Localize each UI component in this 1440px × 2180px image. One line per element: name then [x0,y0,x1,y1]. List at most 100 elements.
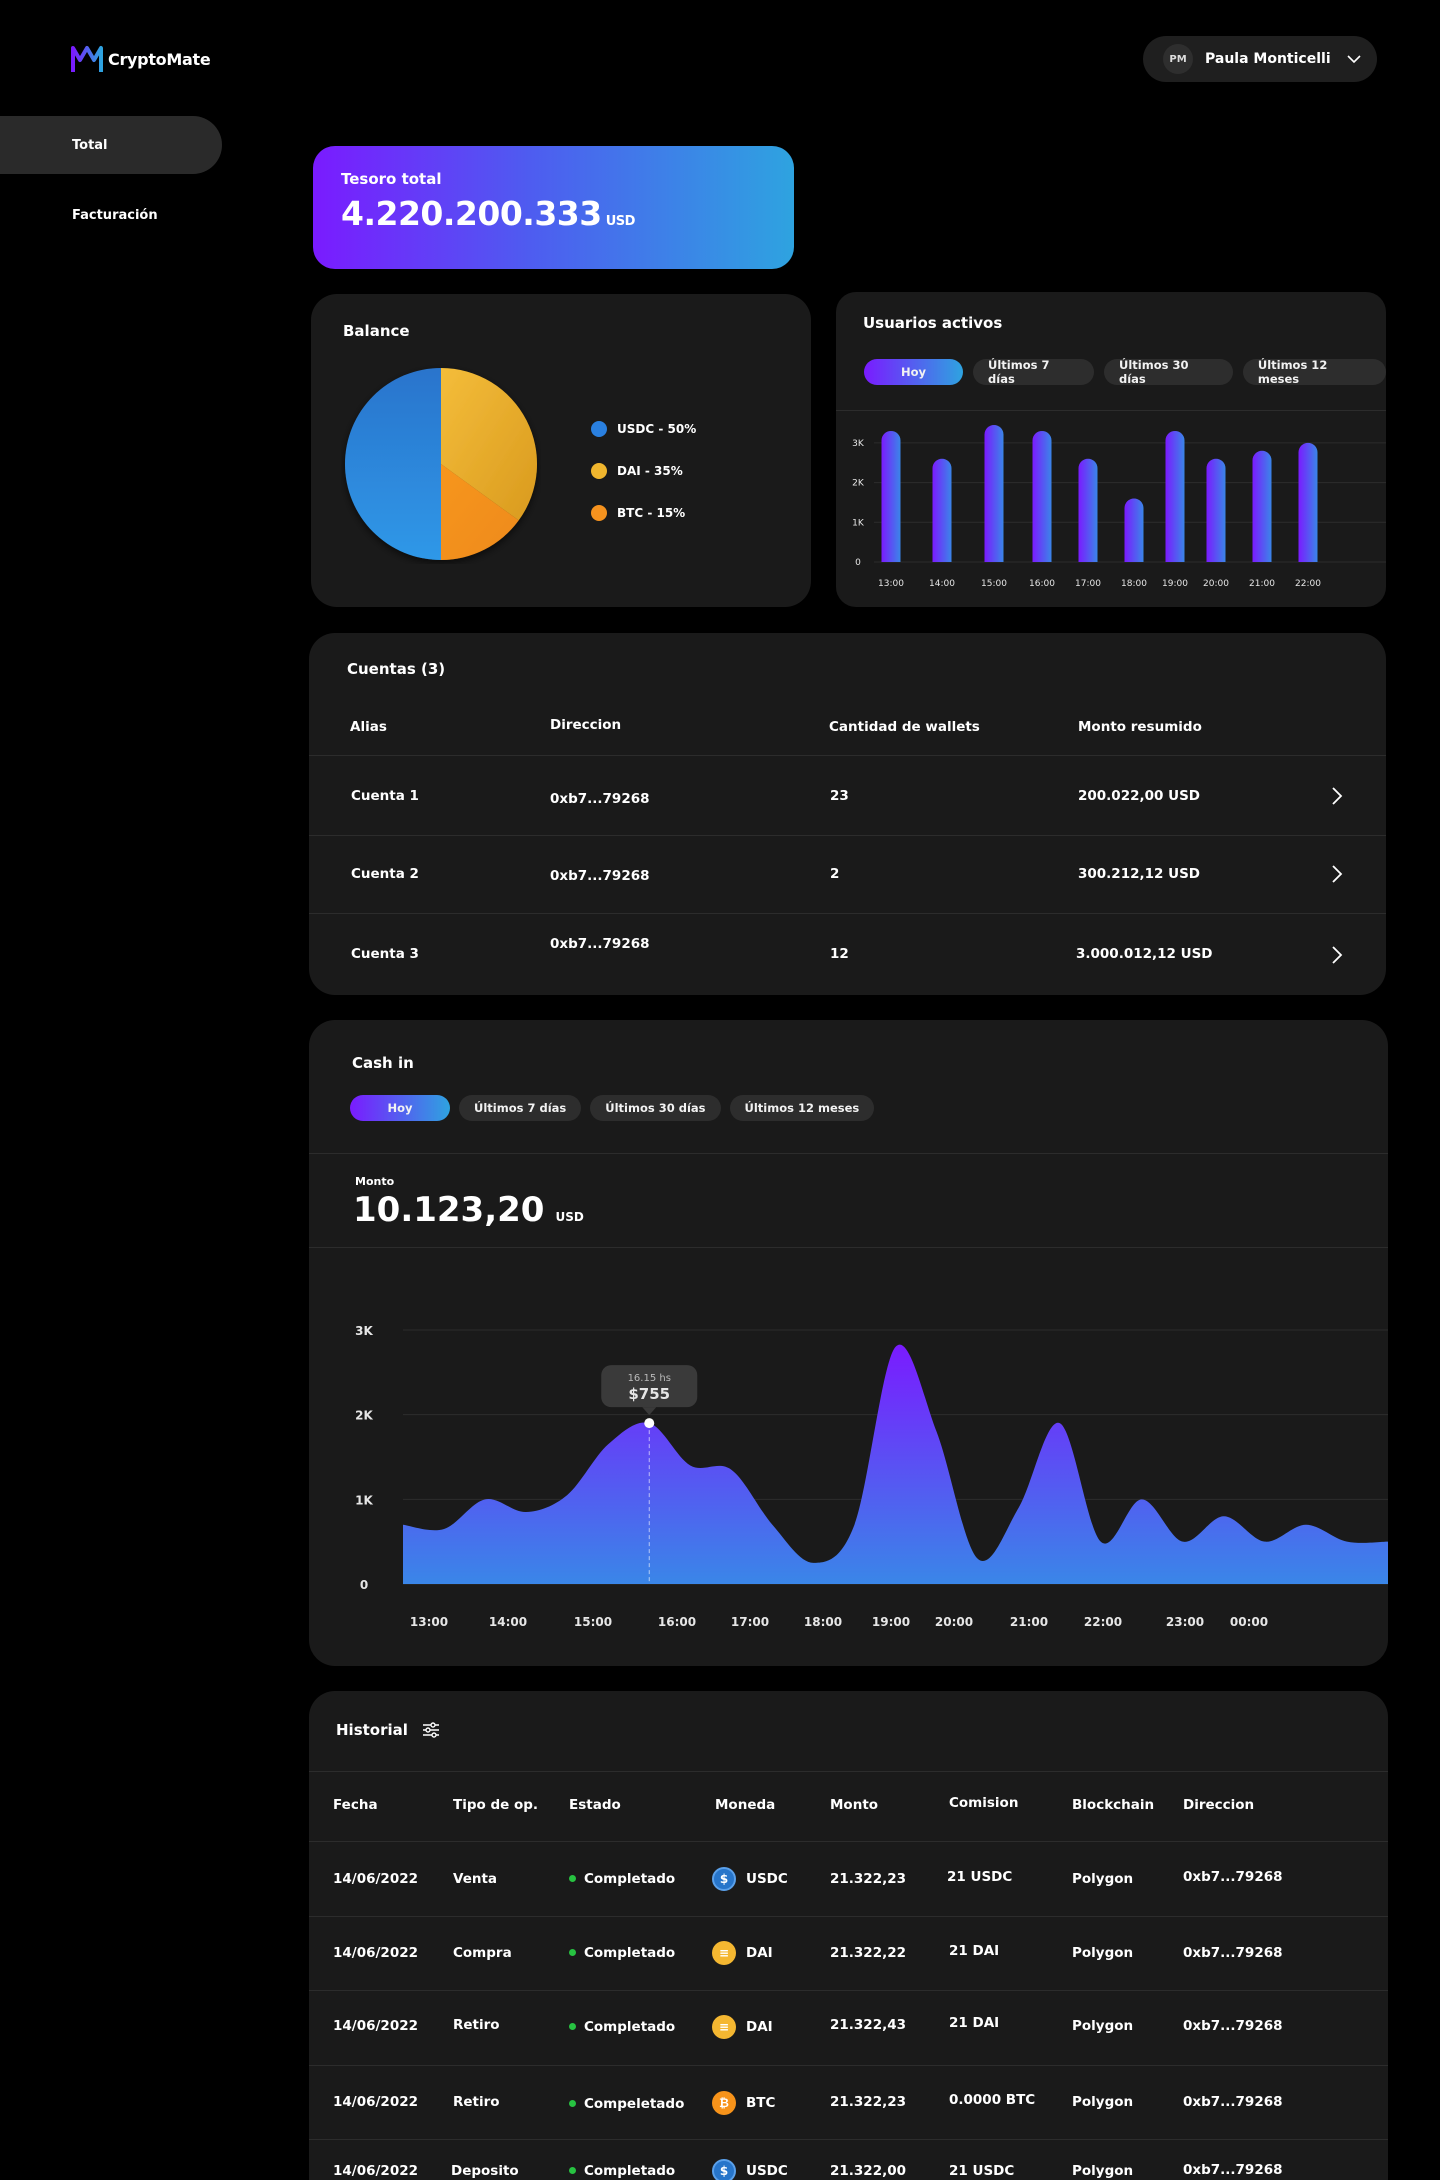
bar-19:00[interactable] [1165,430,1185,562]
dai-icon: ≡ [712,1941,736,1965]
history-coin: $ USDC [712,1867,788,1891]
tooltip-point[interactable] [644,1418,655,1429]
history-date: 14/06/2022 [333,2094,419,2110]
history-fee: 21 DAI [949,2015,1000,2031]
bar-21:00[interactable] [1252,450,1272,562]
bar-20:00[interactable] [1206,458,1226,562]
sidebar-item-total[interactable]: Total [0,116,222,174]
tab-30-dias[interactable]: Últimos 30 días [590,1095,721,1121]
coin-label: DAI [746,2019,773,2035]
active-users-card: Usuarios activos Hoy Últimos 7 días Últi… [836,292,1386,607]
x-tick-label: 20:00 [935,1615,973,1629]
table-row[interactable]: Cuenta 3 0xb7...79268 12 3.000.012,12 US… [309,913,1386,995]
account-alias: Cuenta 1 [351,788,419,804]
cashin-unit: USD [555,1210,584,1224]
table-row[interactable]: Cuenta 1 0xb7...79268 23 200.022,00 USD [309,755,1386,835]
chevron-down-icon [1347,55,1361,64]
tab-12-meses[interactable]: Últimos 12 meses [1242,358,1386,386]
tab-hoy[interactable]: Hoy [864,359,964,385]
filter-icon[interactable] [422,1722,440,1738]
y-tick-label: 1K [355,1493,373,1507]
cashin-tabs: Hoy Últimos 7 días Últimos 30 días Últim… [350,1095,875,1121]
x-tick-label: 19:00 [1162,579,1188,589]
legend-label: BTC - 15% [617,506,686,520]
table-row[interactable]: 14/06/2022 Retiro Completado ≡ DAI 21.322… [309,1990,1388,2065]
x-tick-label: 18:00 [1121,579,1147,589]
status-dot [569,2099,576,2107]
bar-13:00[interactable] [881,430,901,562]
table-row[interactable]: 14/06/2022 Compra Completado ≡ DAI 21.322… [309,1916,1388,1990]
accounts-header-alias: Alias [350,719,387,735]
x-tick-label: 21:00 [1249,579,1275,589]
history-address: 0xb7...79268 [1183,2018,1283,2034]
history-chain: Polygon [1072,2163,1134,2179]
user-menu[interactable]: PM Paula Monticelli [1143,36,1377,82]
table-row[interactable]: 14/06/2022 Venta Completado $ USDC 21.322… [309,1841,1388,1916]
pie-slice-dai [441,368,537,521]
y-tick-label: 1K [852,518,865,528]
x-tick-label: 19:00 [872,1615,910,1629]
status-label: Completado [584,1871,676,1887]
history-fee: 21 USDC [949,2163,1015,2179]
table-row[interactable]: 14/06/2022 Retiro Compeletado ₿ BTC 21.32… [309,2065,1388,2139]
coin-label: DAI [746,1945,773,1961]
tab-12-meses[interactable]: Últimos 12 meses [729,1095,875,1121]
history-header-direccion: Direccion [1183,1797,1255,1813]
table-row[interactable]: 14/06/2022 Deposito Completado $ USDC 21.… [309,2139,1388,2180]
bar-18:00[interactable] [1124,498,1144,562]
usdc-icon: $ [712,2159,736,2180]
bar-14:00[interactable] [932,458,952,562]
legend-item-dai: DAI - 35% [591,450,696,492]
cashin-title: Cash in [352,1054,414,1072]
history-status: Completado [569,1945,675,1961]
cashin-card: Cash in Hoy Últimos 7 días Últimos 30 dí… [309,1020,1388,1666]
chevron-right-icon[interactable] [1331,945,1343,965]
history-chain: Polygon [1072,1871,1134,1887]
tab-hoy[interactable]: Hoy [350,1095,450,1121]
balance-legend: USDC - 50% DAI - 35% BTC - 15% [591,408,696,534]
history-type: Retiro [453,2017,500,2033]
history-header-tipo: Tipo de op. [453,1797,539,1813]
tooltip-box [601,1365,698,1408]
bar-22:00[interactable] [1298,442,1318,562]
history-coin: ≡ DAI [712,1941,773,1965]
history-coin: ≡ DAI [712,2015,773,2039]
cashin-area-chart: 3K 2K 1K 0 13:00 14:00 15:00 16:00 17:00 18:00 19:… [355,1324,1388,1629]
treasury-label: Tesoro total [341,170,442,188]
bar-16:00[interactable] [1032,430,1052,562]
tab-7-dias[interactable]: Últimos 7 días [973,358,1094,386]
account-wallets: 23 [830,788,849,804]
history-header-blockchain: Blockchain [1072,1797,1155,1813]
tooltip-time: 16.15 hs [628,1373,671,1384]
app-logo[interactable]: CryptoMate [70,44,211,74]
table-row[interactable]: Cuenta 2 0xb7...79268 2 300.212,12 USD [309,835,1386,913]
bar-15:00[interactable] [984,424,1004,562]
divider [836,410,1386,411]
tab-7-dias[interactable]: Últimos 7 días [459,1095,582,1121]
status-label: Compeletado [584,2096,685,2112]
status-dot [569,1874,576,1882]
sidebar-item-facturacion[interactable]: Facturación [0,186,222,244]
x-tick-label: 15:00 [574,1615,612,1629]
history-status: Completado [569,2019,675,2035]
history-card: Historial Fecha Tipo de op. Estado Moned… [309,1691,1388,2180]
treasury-card: Tesoro total 4.220.200.333 USD [313,146,794,269]
sidebar-item-label: Total [72,137,108,153]
balance-pie-chart [345,368,537,560]
history-amount: 21.322,23 [830,2094,907,2110]
bar-17:00[interactable] [1078,458,1098,562]
tab-30-dias[interactable]: Últimos 30 días [1104,358,1233,386]
account-amount: 200.022,00 USD [1078,788,1200,804]
y-tick-label: 2K [355,1409,373,1423]
chevron-right-icon[interactable] [1331,864,1343,884]
history-address: 0xb7...79268 [1183,1945,1283,1961]
history-amount: 21.322,43 [830,2017,907,2033]
dai-icon: ≡ [712,2015,736,2039]
chevron-right-icon[interactable] [1331,786,1343,806]
coin-label: USDC [746,2163,788,2179]
legend-item-btc: BTC - 15% [591,492,696,534]
x-tick-label: 18:00 [804,1615,842,1629]
legend-dot [591,505,607,521]
status-dot [569,2166,576,2174]
cashin-area [403,1344,1388,1584]
